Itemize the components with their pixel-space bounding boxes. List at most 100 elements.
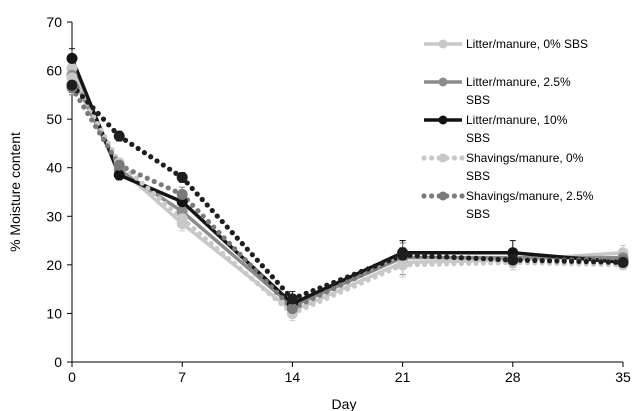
legend-label-line: Shavings/manure, 0% — [466, 151, 584, 165]
legend-swatch-dot — [429, 193, 435, 199]
data-point — [507, 254, 519, 266]
series-dot — [303, 290, 309, 296]
series-dot — [379, 260, 385, 266]
x-axis-label: Day — [332, 396, 357, 411]
series-dot — [279, 285, 285, 291]
series-dot — [93, 123, 99, 130]
x-tick-label: 0 — [68, 369, 76, 385]
series-dot — [422, 261, 428, 267]
series-dot — [372, 263, 378, 269]
series-dot — [260, 285, 266, 292]
series-dot — [458, 255, 464, 261]
series-dot — [466, 260, 472, 266]
legend-label-line: SBS — [466, 93, 490, 107]
data-point — [397, 259, 409, 271]
series-dot — [591, 259, 597, 265]
legend-label: Litter/manure, 0% SBS — [466, 37, 588, 51]
series-dot — [268, 284, 275, 290]
series-dot — [338, 277, 344, 283]
series-dot — [317, 292, 323, 298]
legend-swatch-marker — [438, 115, 448, 125]
data-point — [66, 79, 78, 91]
y-axis-label: % Moisture content — [7, 132, 23, 252]
legend-label: Litter/manure, 10% SBS — [466, 113, 568, 145]
series-dot — [162, 200, 168, 207]
series-dot — [303, 299, 309, 305]
legend-swatch-dot — [459, 193, 465, 199]
series-dot — [85, 110, 91, 117]
series-dot — [258, 273, 264, 279]
series-dot — [583, 259, 589, 265]
series-dot — [331, 292, 337, 298]
series-dot — [532, 257, 538, 264]
series-dot — [237, 251, 243, 257]
series-dot — [208, 241, 214, 247]
series-dot — [263, 278, 269, 284]
series-dot — [239, 241, 245, 247]
y-tick-label: 0 — [54, 354, 62, 370]
data-point — [397, 249, 409, 261]
series-dot — [495, 256, 501, 262]
series-dot — [502, 257, 509, 263]
series-dot — [242, 257, 248, 263]
series-dot — [232, 246, 238, 252]
series-dot — [414, 253, 420, 259]
series-dot — [234, 235, 240, 241]
y-tick-label: 40 — [46, 160, 62, 176]
series-dot — [414, 261, 420, 268]
series-dot — [429, 261, 435, 267]
series-dot — [436, 254, 442, 260]
series-dot — [358, 272, 364, 278]
series-markers — [66, 52, 629, 319]
series-dot — [561, 258, 567, 264]
series-dot — [444, 261, 450, 267]
series-dot — [200, 213, 206, 219]
series-dot — [539, 258, 545, 264]
legend-label-line: SBS — [466, 169, 490, 183]
series-dot — [429, 253, 435, 260]
series-dot — [243, 270, 249, 277]
series-dot — [77, 97, 83, 104]
legend-swatch-marker — [438, 191, 448, 201]
y-tick-label: 50 — [46, 111, 62, 127]
series-dot — [296, 293, 302, 299]
series-dot — [172, 188, 178, 194]
series-dot — [324, 295, 330, 301]
series-dot — [517, 257, 523, 263]
series-dot — [324, 289, 330, 295]
series-dot — [79, 93, 86, 100]
data-point — [286, 293, 298, 305]
series-dot — [331, 285, 337, 292]
series-dot — [296, 307, 302, 313]
y-tick-label: 60 — [46, 63, 62, 79]
legend-swatch-dot — [421, 155, 427, 161]
series-dot — [137, 172, 143, 178]
series-dot — [324, 282, 330, 288]
series-dot — [310, 301, 316, 307]
series-dot — [338, 289, 344, 295]
series-dot — [386, 258, 392, 264]
series-dot — [458, 260, 464, 267]
series-dot — [279, 295, 285, 301]
series-dot — [95, 110, 101, 117]
series-dot — [158, 182, 164, 188]
series-dot — [274, 279, 280, 285]
x-tick-label: 28 — [505, 369, 521, 385]
series-dot — [317, 285, 323, 291]
series-dot — [209, 207, 215, 214]
series-dot — [444, 254, 450, 260]
series-dot — [111, 127, 117, 134]
series-dot — [488, 256, 494, 262]
series-dot — [317, 298, 323, 304]
data-point — [176, 171, 188, 183]
series-dot — [249, 275, 255, 282]
series-dot — [154, 158, 160, 164]
series-dot — [151, 178, 157, 185]
series-dot — [344, 274, 351, 280]
series-dot — [253, 267, 259, 274]
series-dot — [546, 258, 553, 264]
legend-label-line: Shavings/manure, 2.5% — [466, 189, 594, 203]
series-dot — [219, 218, 225, 225]
series-dot — [393, 255, 399, 261]
